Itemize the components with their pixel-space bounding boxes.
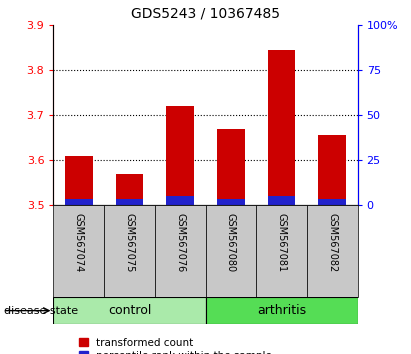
Bar (206, 205, 256, 297)
Bar (318, 199, 346, 205)
Title: GDS5243 / 10367485: GDS5243 / 10367485 (131, 7, 280, 21)
Bar (115, 199, 143, 205)
Bar (268, 50, 296, 205)
Bar (65, 156, 93, 205)
Text: GSM567081: GSM567081 (277, 213, 286, 272)
Legend: transformed count, percentile rank within the sample: transformed count, percentile rank withi… (79, 338, 272, 354)
Text: control: control (108, 304, 151, 317)
Bar (155, 205, 206, 297)
Text: GSM567080: GSM567080 (226, 213, 236, 272)
Bar (217, 199, 245, 205)
Bar (217, 129, 245, 205)
Text: GSM567075: GSM567075 (125, 213, 134, 272)
Bar (104, 205, 155, 297)
Bar (65, 199, 93, 205)
Text: disease state: disease state (4, 306, 78, 316)
Text: GSM567074: GSM567074 (74, 213, 84, 272)
Bar (307, 205, 358, 297)
Bar (318, 135, 346, 205)
Text: GSM567082: GSM567082 (327, 213, 337, 272)
Text: arthritis: arthritis (257, 304, 306, 317)
Bar (53, 297, 206, 324)
Bar (115, 174, 143, 205)
Bar (256, 205, 307, 297)
Bar (53, 205, 104, 297)
Bar (268, 196, 296, 205)
Bar (206, 297, 358, 324)
Text: GSM567076: GSM567076 (175, 213, 185, 272)
Bar (166, 106, 194, 205)
Bar (166, 196, 194, 205)
